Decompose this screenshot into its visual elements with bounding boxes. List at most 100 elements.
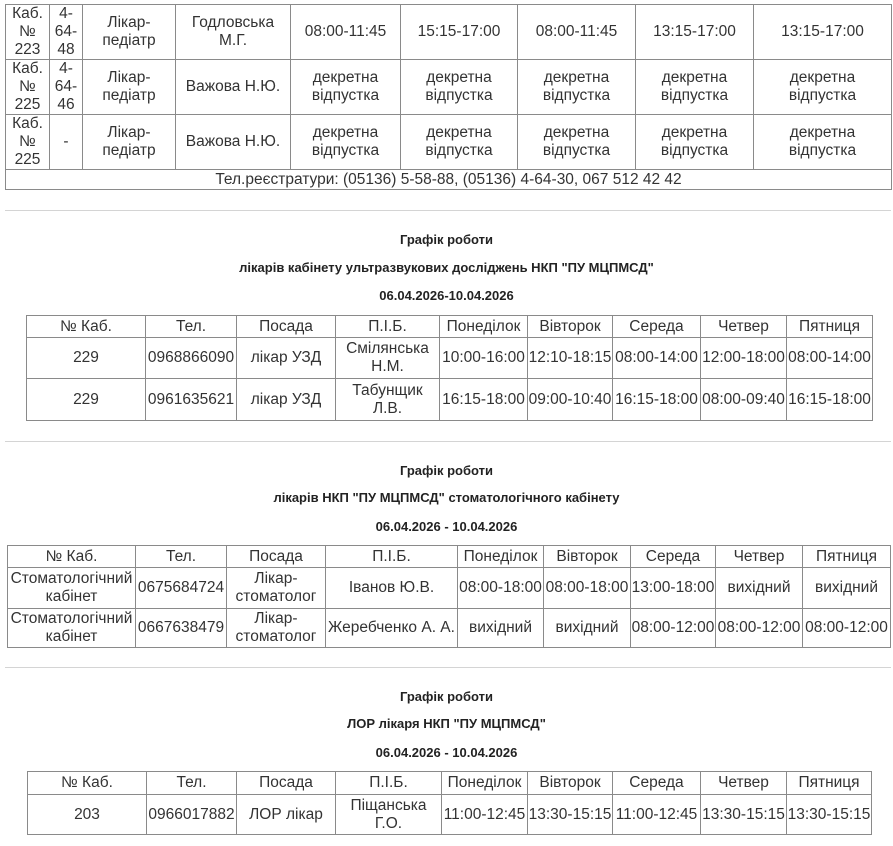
table-cell: декретна відпустка (635, 114, 754, 170)
table-cell: лікар УЗД (236, 378, 336, 421)
column-header: Четвер (715, 545, 803, 568)
table-row: 203 0966017882 ЛОР лікар Піщанська Г.О. 11:0… (27, 794, 872, 835)
table-cell: 13:15-17:00 (635, 4, 754, 60)
table-cell: 13:00-18:00 (630, 567, 716, 609)
schedule-title: Графік роботи (399, 463, 494, 478)
table-cell: Лікар-педіатр (82, 59, 176, 115)
table-cell: вихідний (457, 608, 544, 648)
column-header: Тел. (146, 771, 237, 795)
table-cell: 11:00-12:45 (441, 794, 528, 835)
table-cell: Іванов Ю.В. (325, 567, 458, 609)
table-cell: 08:00-14:00 (612, 337, 701, 379)
table-cell: Лікар-стоматолог (226, 567, 326, 609)
table-cell: Лікар-педіатр (82, 4, 176, 60)
table-cell: 15:15-17:00 (400, 4, 518, 60)
column-header: П.І.Б. (325, 545, 458, 568)
column-header: Пятниця (802, 545, 891, 568)
table-cell: Табунщик Л.В. (335, 378, 440, 421)
column-header: Тел. (145, 315, 237, 338)
table-row: Стоматологічний кабінет 0667638479 Лікар-с… (7, 608, 891, 648)
table-cell: декретна відпустка (290, 59, 401, 115)
column-header: Вівторок (527, 315, 613, 338)
column-header: Посада (236, 771, 336, 795)
table-cell: декретна відпустка (753, 114, 892, 170)
column-header: № Каб. (7, 545, 136, 568)
table-cell: 08:00-09:40 (700, 378, 787, 421)
column-header: Понеділок (457, 545, 544, 568)
table-cell: 0968866090 (145, 337, 237, 379)
table-cell: вихідний (802, 567, 891, 609)
table-cell: 11:00-12:45 (612, 794, 701, 835)
table-row: Каб. № 225 4-64-46 Лікар-педіатр Важова Н.Ю… (5, 59, 892, 115)
table-cell: 08:00-12:00 (715, 608, 803, 648)
column-header: Посада (236, 315, 336, 338)
ent-schedule-table: № Каб. Тел. Посада П.І.Б. Понеділок Вівторок С… (27, 771, 872, 835)
column-header: Вівторок (527, 771, 613, 795)
table-cell: 16:15-18:00 (439, 378, 528, 421)
table-cell: 4-64-46 (49, 59, 83, 115)
table-cell: Каб. № 223 (5, 4, 50, 60)
table-cell: 16:15-18:00 (612, 378, 701, 421)
table-cell: декретна відпустка (290, 114, 401, 170)
table-cell: 0667638479 (135, 608, 227, 648)
table-cell: лікар УЗД (236, 337, 336, 379)
schedule-dates: 06.04.2026-10.04.2026 (379, 288, 514, 303)
table-cell: Важова Н.Ю. (175, 59, 291, 115)
divider (5, 210, 891, 211)
table-cell: декретна відпустка (517, 59, 636, 115)
schedule-dates: 06.04.2026 - 10.04.2026 (375, 519, 518, 534)
table-cell: 229 (26, 337, 146, 379)
table-cell: Смілянська Н.М. (335, 337, 440, 379)
schedule-subtitle: ЛОР лікаря НКП "ПУ МЦПМСД" (347, 716, 546, 731)
schedule-subtitle: лікарів НКП "ПУ МЦПМСД" стоматологічного… (273, 490, 620, 505)
table-cell: Годловська М.Г. (175, 4, 291, 60)
schedule-subtitle: лікарів кабінету ультразвукових дослідже… (239, 260, 654, 275)
column-header: Середа (612, 771, 701, 795)
table-cell: 13:30-15:15 (786, 794, 872, 835)
table-cell: 08:00-11:45 (517, 4, 636, 60)
table-row: Стоматологічний кабінет 0675684724 Лікар-с… (7, 567, 891, 609)
table-cell: вихідний (715, 567, 803, 609)
table-cell: 13:15-17:00 (753, 4, 892, 60)
table-cell: Каб. № 225 (5, 59, 50, 115)
table-cell: 12:00-18:00 (700, 337, 787, 379)
table-cell: 16:15-18:00 (786, 378, 873, 421)
column-header: Пятниця (786, 771, 872, 795)
dental-schedule-table: № Каб. Тел. Посада П.І.Б. Понеділок Вівторок С… (7, 545, 891, 648)
footer-row: Тел.реєстратури: (05136) 5-58-88, (05136… (5, 169, 892, 190)
header-row: № Каб. Тел. Посада П.І.Б. Понеділок Вівторок С… (7, 545, 891, 568)
table-cell: 203 (27, 794, 147, 835)
schedule-title: Графік роботи (399, 232, 494, 247)
table-cell: декретна відпустка (400, 59, 518, 115)
column-header: П.І.Б. (335, 315, 440, 338)
table-cell: Важова Н.Ю. (175, 114, 291, 170)
table-cell: 4-64-48 (49, 4, 83, 60)
divider (5, 441, 891, 442)
table-cell: 08:00-14:00 (786, 337, 873, 379)
table-cell: ЛОР лікар (236, 794, 336, 835)
table-cell: 09:00-10:40 (527, 378, 613, 421)
table-cell: Лікар-стоматолог (226, 608, 326, 648)
pediatrician-schedule-table: Каб. № 223 4-64-48 Лікар-педіатр Годловська… (5, 4, 892, 190)
table-cell: 08:00-18:00 (457, 567, 544, 609)
table-cell: 08:00-11:45 (290, 4, 401, 60)
table-cell: 0966017882 (146, 794, 237, 835)
table-cell: 08:00-12:00 (802, 608, 891, 648)
schedule-title: Графік роботи (399, 689, 494, 704)
table-row: Каб. № 223 4-64-48 Лікар-педіатр Годловська… (5, 4, 892, 60)
header-row: № Каб. Тел. Посада П.І.Б. Понеділок Вівторок С… (26, 315, 873, 338)
table-row: 229 0968866090 лікар УЗД Смілянська Н.М. 10:… (26, 337, 873, 379)
column-header: Четвер (700, 771, 787, 795)
table-cell: 0675684724 (135, 567, 227, 609)
divider (5, 667, 891, 668)
table-cell: Стоматологічний кабінет (7, 567, 136, 609)
column-header: П.І.Б. (335, 771, 442, 795)
schedule-dates: 06.04.2026 - 10.04.2026 (375, 745, 518, 760)
column-header: Посада (226, 545, 326, 568)
table-cell: 12:10-18:15 (527, 337, 613, 379)
table-cell: 10:00-16:00 (439, 337, 528, 379)
column-header: Понеділок (441, 771, 528, 795)
table-cell: вихідний (543, 608, 631, 648)
column-header: Четвер (700, 315, 787, 338)
table-cell: Піщанська Г.О. (335, 794, 442, 835)
